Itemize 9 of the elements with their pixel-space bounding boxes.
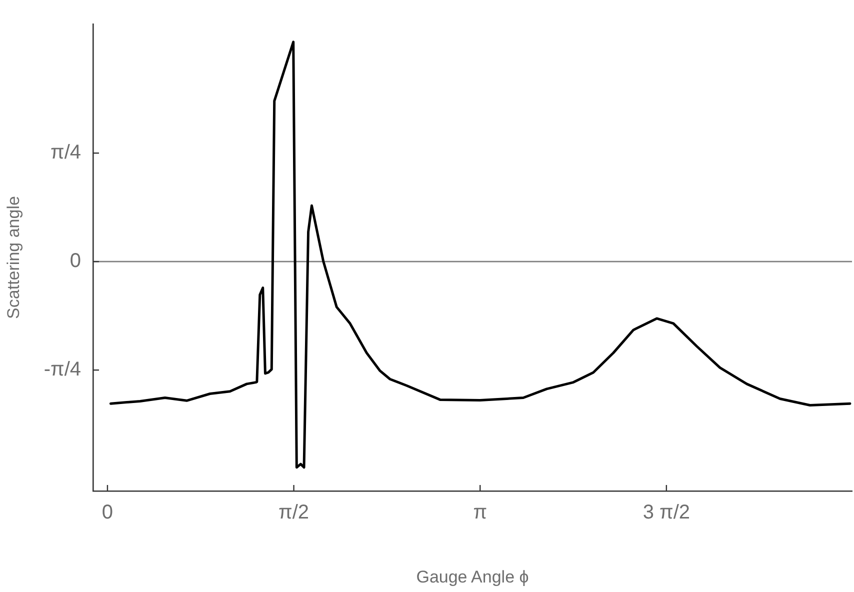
x-axis-title: Gauge Angle ϕ xyxy=(416,567,529,586)
x-tick-label: 3 π/2 xyxy=(642,502,690,524)
x-tick-label: 0 xyxy=(102,502,114,524)
y-tick-label: 0 xyxy=(70,250,81,272)
y-tick-label: π/4 xyxy=(50,142,81,164)
x-tick-label: π xyxy=(473,502,488,524)
x-tick-label: π/2 xyxy=(278,502,310,524)
y-axis-title: Scattering angle xyxy=(4,196,23,319)
y-tick-label: -π/4 xyxy=(44,358,81,381)
